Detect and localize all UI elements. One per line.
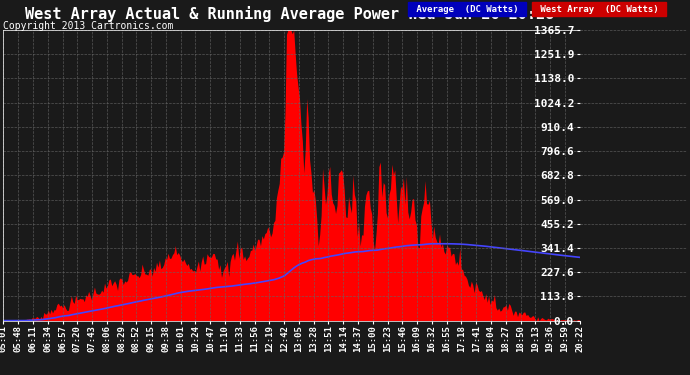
Text: West Array  (DC Watts): West Array (DC Watts) xyxy=(535,4,664,13)
Text: West Array Actual & Running Average Power Wed Jun 26 20:28: West Array Actual & Running Average Powe… xyxy=(25,6,555,22)
Text: Average  (DC Watts): Average (DC Watts) xyxy=(411,4,524,13)
Text: Copyright 2013 Cartronics.com: Copyright 2013 Cartronics.com xyxy=(3,21,174,31)
